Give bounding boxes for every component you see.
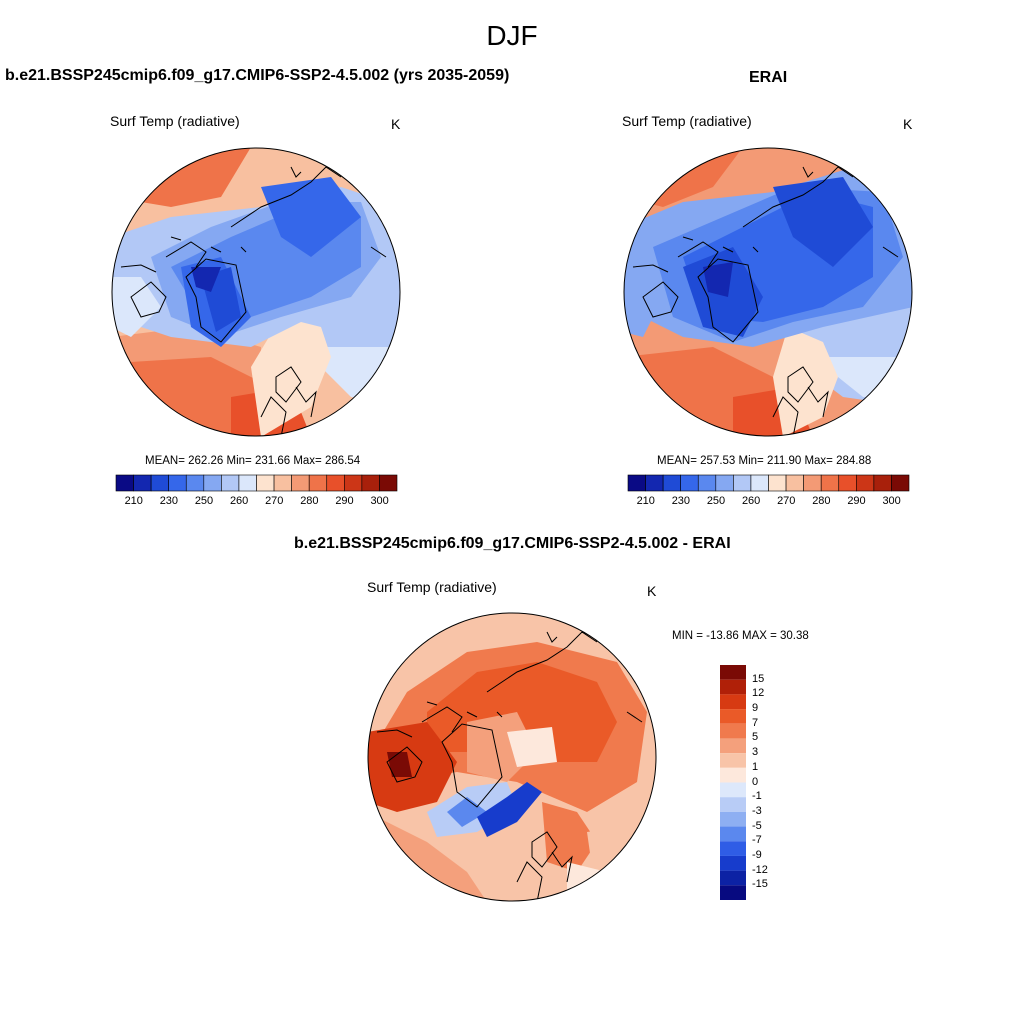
colorbar-tick-label: 290 xyxy=(335,495,354,507)
colorbar-tick-label: 9 xyxy=(752,702,759,715)
colorbar-tick-label: 300 xyxy=(370,495,389,507)
colorbar-swatch xyxy=(344,474,363,492)
colorbar-swatch xyxy=(308,474,328,492)
colorbar-tick-label: 290 xyxy=(847,495,866,507)
model-variable-label: Surf Temp (radiative) xyxy=(110,113,240,129)
colorbar-tick-label: 7 xyxy=(752,716,759,729)
colorbar-tick-label: 15 xyxy=(752,672,765,685)
obs-panel-title: ERAI xyxy=(749,69,788,86)
colorbar-swatch xyxy=(750,474,769,492)
model-stats-label: MEAN= 262.26 Min= 231.66 Max= 286.54 xyxy=(145,455,361,467)
obs-polar-map xyxy=(623,147,913,437)
colorbar-swatch xyxy=(720,738,746,754)
colorbar-tick-label: 250 xyxy=(706,495,726,507)
colorbar-swatch xyxy=(720,855,746,871)
colorbar-swatch xyxy=(720,723,746,739)
colorbar-tick-label: -12 xyxy=(752,863,768,876)
colorbar-swatch xyxy=(238,474,257,492)
colorbar-swatch xyxy=(133,474,152,492)
diff-stats-label: MIN = -13.86 MAX = 30.38 xyxy=(672,630,809,642)
colorbar-swatch xyxy=(733,474,752,492)
colorbar-tick-label: 230 xyxy=(159,495,179,507)
colorbar-tick-label: 210 xyxy=(124,495,143,507)
colorbar-swatch xyxy=(379,474,398,492)
diff-variable-label: Surf Temp (radiative) xyxy=(367,579,497,595)
colorbar-swatch xyxy=(720,870,746,886)
colorbar-swatch xyxy=(221,474,240,492)
colorbar-tick-label: 230 xyxy=(671,495,691,507)
colorbar-tick-label: 280 xyxy=(300,495,319,507)
colorbar-tick-label: 3 xyxy=(752,746,759,759)
obs-stats-label: MEAN= 257.53 Min= 211.90 Max= 284.88 xyxy=(657,455,872,467)
colorbar-swatch xyxy=(720,826,746,842)
colorbar-swatch xyxy=(720,885,746,900)
colorbar-swatch xyxy=(720,665,746,680)
colorbar-swatch xyxy=(697,474,717,492)
model-colorbar xyxy=(115,474,398,492)
colorbar-swatch xyxy=(645,474,664,492)
colorbar-swatch xyxy=(720,679,746,695)
colorbar-tick-label: 0 xyxy=(752,775,759,788)
diff-units-label: K xyxy=(647,583,657,599)
colorbar-swatch xyxy=(203,474,222,492)
model-units-label: K xyxy=(391,116,401,132)
colorbar-tick-label: 5 xyxy=(752,731,759,744)
obs-units-label: K xyxy=(903,116,913,132)
colorbar-tick-label: 1 xyxy=(752,760,759,773)
colorbar-swatch xyxy=(720,782,746,798)
colorbar-tick-label: -9 xyxy=(752,848,762,861)
colorbar-swatch xyxy=(361,474,380,492)
colorbar-swatch xyxy=(150,474,169,492)
colorbar-swatch xyxy=(291,474,310,492)
colorbar-swatch xyxy=(185,474,205,492)
colorbar-swatch xyxy=(803,474,822,492)
colorbar-swatch xyxy=(720,811,746,827)
colorbar-swatch xyxy=(168,474,187,492)
diff-polar-map xyxy=(367,612,657,902)
colorbar-tick-label: -7 xyxy=(752,834,762,847)
colorbar-swatch xyxy=(873,474,892,492)
colorbar-swatch xyxy=(273,474,292,492)
colorbar-swatch xyxy=(838,474,857,492)
colorbar-swatch xyxy=(768,474,787,492)
colorbar-swatch xyxy=(720,841,746,856)
colorbar-tick-label: 250 xyxy=(194,495,214,507)
colorbar-swatch xyxy=(820,474,840,492)
colorbar-swatch xyxy=(627,474,646,492)
colorbar-swatch xyxy=(326,474,345,492)
colorbar-swatch xyxy=(720,694,746,710)
colorbar-swatch xyxy=(115,474,134,492)
colorbar-tick-label: 210 xyxy=(636,495,655,507)
colorbar-swatch xyxy=(785,474,804,492)
diff-colorbar xyxy=(720,665,746,900)
colorbar-swatch xyxy=(680,474,699,492)
colorbar-swatch xyxy=(715,474,734,492)
colorbar-swatch xyxy=(891,474,910,492)
colorbar-tick-label: 300 xyxy=(882,495,901,507)
colorbar-tick-label: 12 xyxy=(752,687,765,700)
colorbar-swatch xyxy=(856,474,875,492)
colorbar-swatch xyxy=(720,797,746,812)
colorbar-swatch xyxy=(720,767,746,783)
colorbar-tick-label: -1 xyxy=(752,790,762,803)
colorbar-tick-label: -15 xyxy=(752,878,768,891)
colorbar-tick-label: 260 xyxy=(741,495,761,507)
colorbar-swatch xyxy=(720,709,746,724)
colorbar-swatch xyxy=(256,474,275,492)
colorbar-swatch xyxy=(662,474,681,492)
colorbar-tick-label: 270 xyxy=(265,495,284,507)
figure-title: DJF xyxy=(486,20,538,51)
obs-variable-label: Surf Temp (radiative) xyxy=(622,113,752,129)
colorbar-swatch xyxy=(720,753,746,768)
model-polar-map xyxy=(111,147,401,437)
model-panel-title: b.e21.BSSP245cmip6.f09_g17.CMIP6-SSP2-4.… xyxy=(5,67,510,84)
obs-colorbar xyxy=(627,474,910,492)
colorbar-tick-label: 270 xyxy=(777,495,796,507)
colorbar-tick-label: 260 xyxy=(229,495,249,507)
colorbar-tick-label: -3 xyxy=(752,804,762,817)
colorbar-tick-label: 280 xyxy=(812,495,831,507)
colorbar-tick-label: -5 xyxy=(752,819,762,832)
diff-panel-title: b.e21.BSSP245cmip6.f09_g17.CMIP6-SSP2-4.… xyxy=(294,535,731,552)
